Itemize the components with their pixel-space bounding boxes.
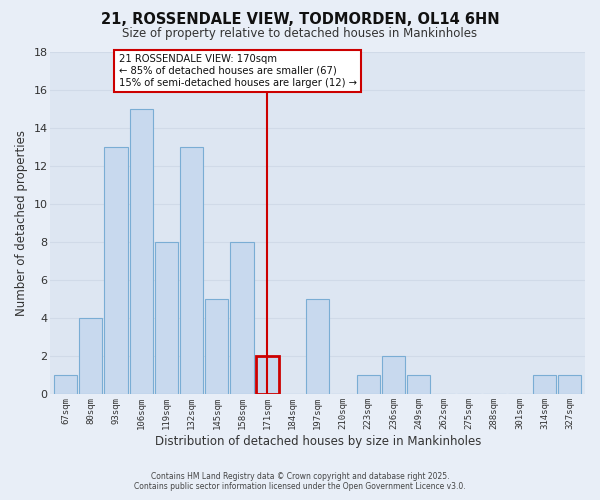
Bar xyxy=(533,375,556,394)
Bar xyxy=(155,242,178,394)
Text: 21, ROSSENDALE VIEW, TODMORDEN, OL14 6HN: 21, ROSSENDALE VIEW, TODMORDEN, OL14 6HN xyxy=(101,12,499,28)
Bar xyxy=(54,375,77,394)
Bar xyxy=(407,375,430,394)
Bar xyxy=(130,108,153,394)
Bar xyxy=(104,146,128,394)
Text: Contains HM Land Registry data © Crown copyright and database right 2025.
Contai: Contains HM Land Registry data © Crown c… xyxy=(134,472,466,491)
Bar xyxy=(180,146,203,394)
Bar xyxy=(205,299,229,394)
Bar xyxy=(79,318,103,394)
X-axis label: Distribution of detached houses by size in Mankinholes: Distribution of detached houses by size … xyxy=(155,434,481,448)
Bar xyxy=(256,356,279,394)
Bar xyxy=(356,375,380,394)
Bar xyxy=(230,242,254,394)
Text: 21 ROSSENDALE VIEW: 170sqm
← 85% of detached houses are smaller (67)
15% of semi: 21 ROSSENDALE VIEW: 170sqm ← 85% of deta… xyxy=(119,54,356,88)
Text: Size of property relative to detached houses in Mankinholes: Size of property relative to detached ho… xyxy=(122,28,478,40)
Bar xyxy=(306,299,329,394)
Bar xyxy=(382,356,405,394)
Y-axis label: Number of detached properties: Number of detached properties xyxy=(15,130,28,316)
Bar xyxy=(558,375,581,394)
